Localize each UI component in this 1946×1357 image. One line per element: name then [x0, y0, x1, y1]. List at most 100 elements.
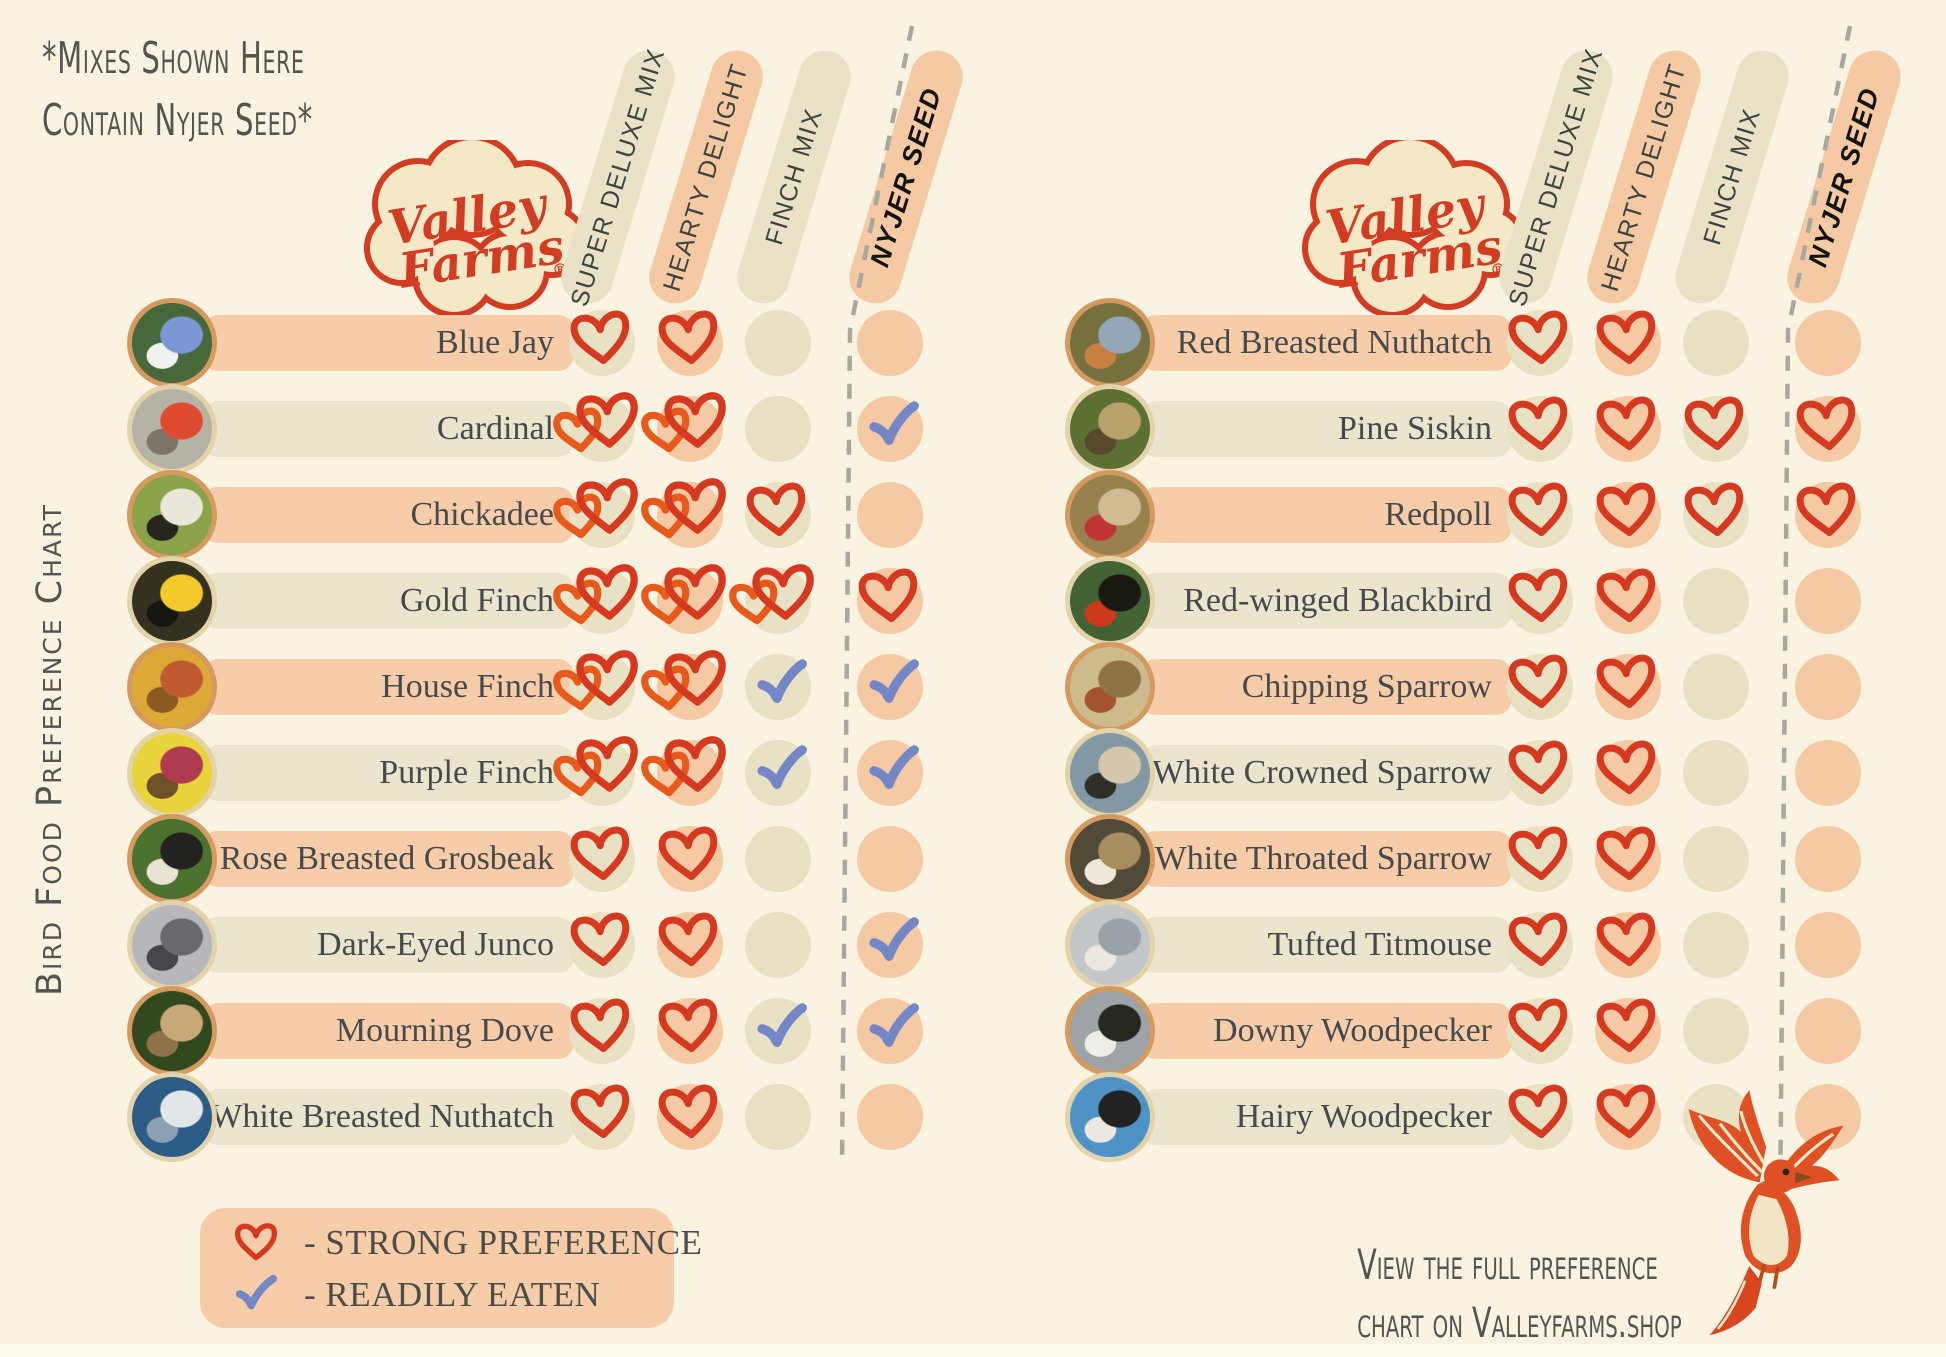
- bird-photo: [127, 728, 217, 818]
- bird-name: White Breasted Nuthatch: [210, 1098, 554, 1135]
- bird-name-bar: Hairy Woodpecker: [1140, 1089, 1512, 1145]
- bird-name: Dark-Eyed Junco: [317, 926, 554, 963]
- footer-line2: chart on Valleyfarms.shop: [1357, 1298, 1682, 1347]
- heart-mark-cell: [1795, 482, 1861, 548]
- heart-mark-cell: [1507, 912, 1573, 978]
- empty-cell: [1795, 310, 1861, 376]
- heart-mark-cell: [1507, 396, 1573, 462]
- flying-bird-illustration: [1676, 1088, 1854, 1350]
- heart-mark-cell: [569, 1084, 635, 1150]
- bird-photo: [127, 986, 217, 1076]
- empty-cell: [1683, 740, 1749, 806]
- heart-mark-cell: [1595, 912, 1661, 978]
- heart-mark-cell: [1507, 482, 1573, 548]
- bird-name: White Throated Sparrow: [1154, 840, 1492, 877]
- heart2-mark-cell: [553, 564, 638, 634]
- empty-cell: [857, 826, 923, 892]
- bird-photo: [1065, 384, 1155, 474]
- bird-name: Tufted Titmouse: [1267, 926, 1492, 963]
- empty-cell: [745, 396, 811, 462]
- bird-name: White Crowned Sparrow: [1152, 754, 1492, 791]
- bird-name-bar: White Throated Sparrow: [1140, 831, 1512, 887]
- empty-cell: [1795, 912, 1861, 978]
- empty-cell: [1683, 654, 1749, 720]
- bird-name: Red Breasted Nuthatch: [1176, 324, 1492, 361]
- heart-mark-cell: [569, 310, 635, 376]
- bird-photo: [127, 642, 217, 732]
- heart2-mark-cell: [641, 392, 726, 462]
- check-mark-cell: [857, 912, 923, 978]
- bird-photo: [1065, 814, 1155, 904]
- bird-photo: [127, 384, 217, 474]
- empty-cell: [857, 482, 923, 548]
- bird-name-bar: Chickadee: [202, 487, 574, 543]
- heart-mark-cell: [1507, 654, 1573, 720]
- legend-item-readily-eaten: - READILY EATEN: [234, 1270, 600, 1320]
- valley-farms-logo: Valley Farms ®: [356, 134, 596, 325]
- heart-mark-cell: [1595, 310, 1661, 376]
- bird-name: Rose Breasted Grosbeak: [219, 840, 554, 877]
- legend-label: - READILY EATEN: [304, 1275, 601, 1314]
- bird-photo: [127, 470, 217, 560]
- empty-cell: [1683, 310, 1749, 376]
- bird-photo: [127, 814, 217, 904]
- heart-mark-cell: [1595, 1084, 1661, 1150]
- bird-photo: [127, 1072, 217, 1162]
- bird-photo: [1065, 986, 1155, 1076]
- bird-name-bar: Mourning Dove: [202, 1003, 574, 1059]
- heart2-mark-cell: [729, 564, 814, 634]
- bird-name-bar: Pine Siskin: [1140, 401, 1512, 457]
- heart-mark-cell: [1595, 998, 1661, 1064]
- heart-mark-cell: [657, 1084, 723, 1150]
- bird-photo: [1065, 470, 1155, 560]
- heart-mark-cell: [657, 998, 723, 1064]
- heart-mark-cell: [1595, 482, 1661, 548]
- heart2-mark-cell: [553, 392, 638, 462]
- bird-name: Pine Siskin: [1338, 410, 1492, 447]
- bird-name-bar: White Crowned Sparrow: [1140, 745, 1512, 801]
- bird-photo: [127, 556, 217, 646]
- bird-name: Mourning Dove: [335, 1012, 554, 1049]
- empty-cell: [745, 826, 811, 892]
- bird-name-bar: Red-winged Blackbird: [1140, 573, 1512, 629]
- bird-name: Cardinal: [436, 410, 554, 447]
- check-icon: [234, 1271, 282, 1319]
- bird-name-bar: Dark-Eyed Junco: [202, 917, 574, 973]
- column-header-label: NYJER SEED: [863, 83, 948, 271]
- heart-mark-cell: [657, 310, 723, 376]
- empty-cell: [1683, 912, 1749, 978]
- check-mark-cell: [857, 740, 923, 806]
- check-mark-cell: [857, 396, 923, 462]
- empty-cell: [1795, 740, 1861, 806]
- bird-photo: [1065, 642, 1155, 732]
- bird-name: Chickadee: [410, 496, 555, 533]
- footer-note: View the full preference chart on Valley…: [1357, 1236, 1682, 1352]
- bird-photo: [1065, 900, 1155, 990]
- check-mark-cell: [745, 740, 811, 806]
- heart2-mark-cell: [553, 736, 638, 806]
- nyjer-note: *Mixes Shown Here Contain Nyjer Seed*: [42, 28, 313, 152]
- empty-cell: [857, 310, 923, 376]
- bird-photo: [1065, 1072, 1155, 1162]
- heart-mark-cell: [1507, 826, 1573, 892]
- bird-name-bar: Gold Finch: [202, 573, 574, 629]
- legend: - STRONG PREFERENCE - READILY EATEN: [200, 1208, 702, 1328]
- heart-mark-cell: [657, 826, 723, 892]
- empty-cell: [745, 1084, 811, 1150]
- bird-name: Chipping Sparrow: [1241, 668, 1492, 705]
- nyjer-note-line1: *Mixes Shown Here: [42, 33, 305, 84]
- column-header-label: NYJER SEED: [1801, 83, 1886, 271]
- footer-line1: View the full preference: [1357, 1240, 1658, 1289]
- heart2-mark-cell: [641, 736, 726, 806]
- bird-name: House Finch: [381, 668, 554, 705]
- bottom-border-strip: [0, 1344, 1946, 1357]
- bird-photo: [1065, 298, 1155, 388]
- column-header-nyjer-seed: NYJER SEED: [1780, 44, 1908, 310]
- bird-name-bar: Rose Breasted Grosbeak: [202, 831, 574, 887]
- heart-mark-cell: [1507, 998, 1573, 1064]
- check-mark-cell: [745, 654, 811, 720]
- heart-mark-cell: [569, 998, 635, 1064]
- heart2-mark-cell: [641, 478, 726, 548]
- heart2-mark-cell: [553, 650, 638, 720]
